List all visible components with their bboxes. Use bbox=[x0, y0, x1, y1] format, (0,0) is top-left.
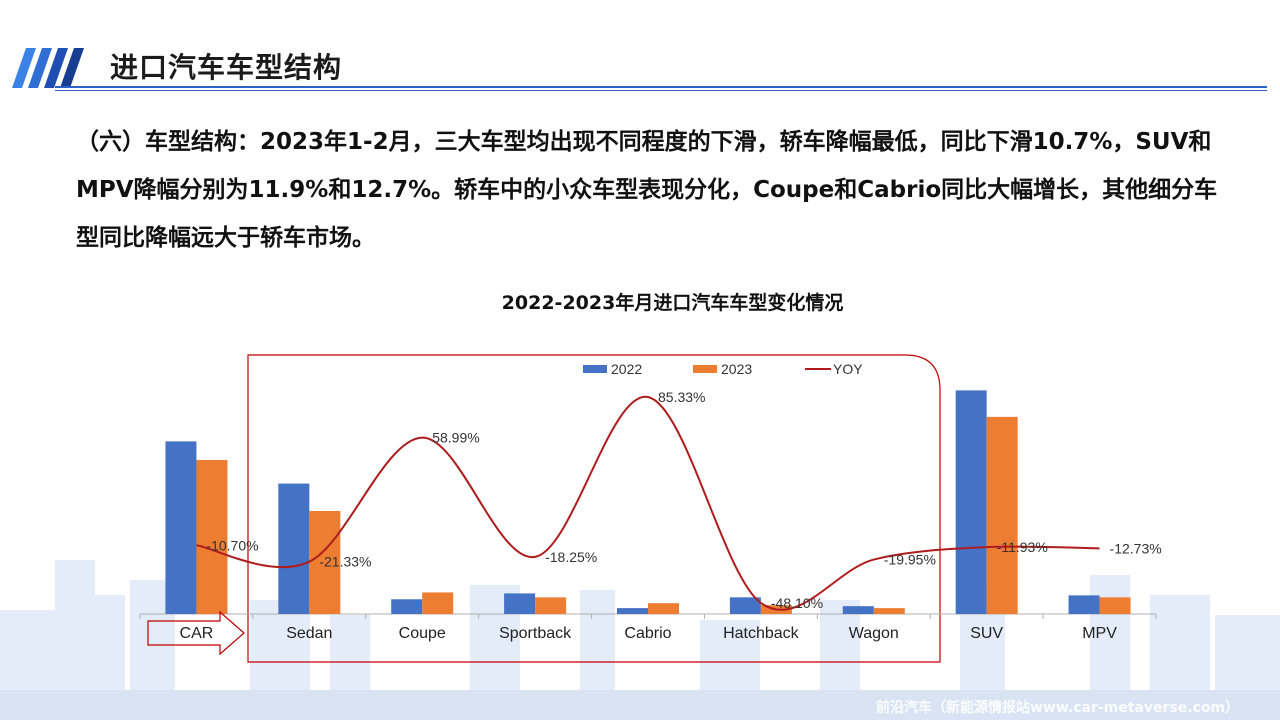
page-header: 进口汽车车型结构 bbox=[0, 0, 1280, 100]
bar-2023-wagon bbox=[873, 608, 905, 614]
chart-title: 2022-2023年月进口汽车车型变化情况 bbox=[501, 292, 844, 314]
x-tick-label-cabrio: Cabrio bbox=[624, 625, 671, 642]
bar-2023-mpv bbox=[1099, 597, 1131, 614]
yoy-data-label-sedan: -21.33% bbox=[319, 554, 371, 570]
title-underline-thin bbox=[55, 90, 1267, 91]
x-tick-label-coupe: Coupe bbox=[399, 625, 446, 642]
bar-2022-wagon bbox=[842, 606, 874, 614]
x-tick-label-mpv: MPV bbox=[1082, 625, 1117, 642]
x-tick-label-hatchback: Hatchback bbox=[723, 625, 800, 642]
x-tick-label-wagon: Wagon bbox=[849, 625, 899, 642]
yoy-data-label-wagon: -19.95% bbox=[884, 552, 936, 568]
bar-2022-sportback bbox=[504, 593, 536, 614]
highlight-box bbox=[247, 354, 941, 663]
yoy-data-label-cabrio: 85.33% bbox=[658, 389, 705, 405]
legend-swatch-2022 bbox=[583, 365, 607, 373]
bar-2022-car bbox=[165, 441, 197, 614]
bar-2022-hatchback bbox=[729, 597, 761, 614]
watermark-text: 前沿汽车（新能源情报站www.car-metaverse.com） bbox=[876, 700, 1240, 716]
bar-2023-coupe bbox=[422, 592, 454, 614]
bar-2023-suv bbox=[986, 416, 1018, 614]
yoy-data-label-car: -10.70% bbox=[206, 537, 258, 553]
bar-2022-coupe bbox=[391, 599, 423, 614]
legend-swatch-2023 bbox=[693, 365, 717, 373]
bar-2022-suv bbox=[955, 390, 987, 614]
yoy-data-label-mpv: -12.73% bbox=[1110, 540, 1162, 556]
page-title: 进口汽车车型结构 bbox=[110, 51, 343, 84]
bar-2022-mpv bbox=[1068, 595, 1100, 614]
legend-label-2023: 2023 bbox=[721, 361, 752, 377]
bar-2023-car bbox=[196, 460, 228, 614]
bar-2023-cabrio bbox=[648, 603, 679, 614]
yoy-data-label-suv: -11.93% bbox=[997, 539, 1048, 555]
yoy-data-label-coupe: 58.99% bbox=[432, 430, 479, 446]
bar-2022-cabrio bbox=[617, 608, 648, 614]
x-tick-label-sedan: Sedan bbox=[286, 625, 332, 642]
yoy-data-label-hatchback: -48.10% bbox=[771, 595, 823, 611]
x-tick-label-suv: SUV bbox=[970, 625, 1003, 642]
x-tick-label-car: CAR bbox=[180, 625, 214, 642]
legend-label-2022: 2022 bbox=[611, 361, 642, 377]
bar-2022-sedan bbox=[278, 483, 310, 614]
yoy-data-label-sportback: -18.25% bbox=[545, 549, 597, 565]
car-arrow-icon bbox=[147, 610, 245, 656]
title-stripes-icon bbox=[12, 48, 84, 88]
bar-2023-sedan bbox=[309, 511, 341, 614]
summary-paragraph: （六）车型结构：2023年1-2月，三大车型均出现不同程度的下滑，轿车降幅最低，… bbox=[76, 129, 1218, 251]
title-underline bbox=[55, 86, 1267, 88]
x-tick-label-sportback: Sportback bbox=[499, 625, 572, 642]
yoy-line bbox=[196, 395, 1100, 611]
legend-label-yoy: YOY bbox=[833, 361, 863, 377]
bar-2023-sportback bbox=[535, 597, 567, 614]
